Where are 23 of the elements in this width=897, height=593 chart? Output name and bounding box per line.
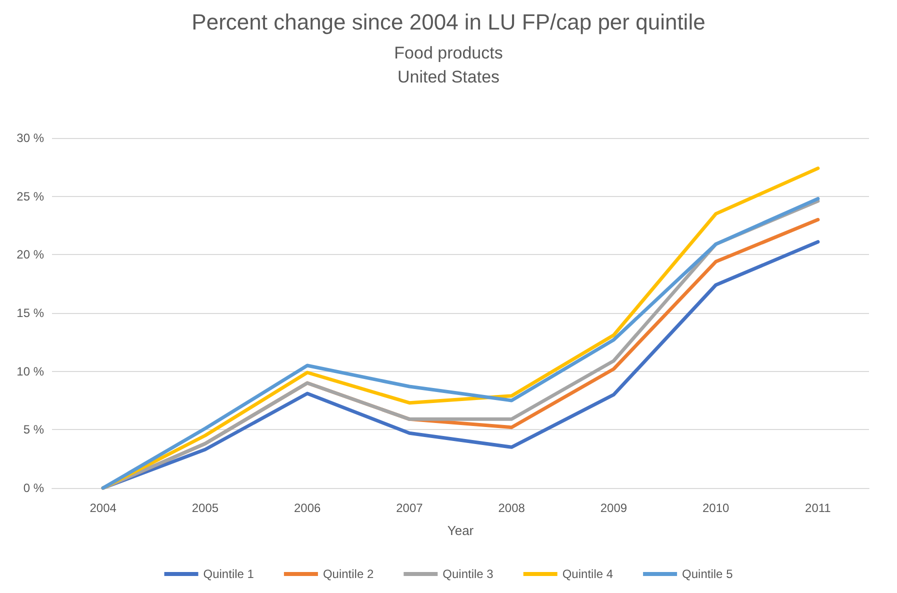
legend-label: Quintile 3 [442,567,494,581]
legend-label: Quintile 4 [562,567,614,581]
x-tick-label: 2008 [498,501,526,515]
x-axis-title: Year [447,523,474,538]
chart-title: Percent change since 2004 in LU FP/cap per quintile [192,10,706,34]
x-tick-label: 2006 [294,501,321,515]
y-tick-label: 30 % [16,131,44,145]
legend-label: Quintile 5 [682,567,734,581]
legend-label: Quintile 2 [322,567,374,581]
y-tick-label: 5 % [23,422,44,437]
x-tick-label: 2004 [90,501,117,515]
y-tick-label: 0 % [23,481,44,495]
y-tick-label: 25 % [16,189,44,204]
y-tick-label: 15 % [16,306,44,320]
legend-label: Quintile 1 [203,567,254,581]
chart-subtitle: Food products United States [394,44,503,86]
y-tick-label: 20 % [16,248,44,262]
x-tick-label: 2005 [192,501,219,515]
x-tick-label: 2011 [805,501,832,515]
x-tick-label: 2007 [396,501,424,515]
x-tick-label: 2010 [702,501,730,515]
y-tick-label: 10 % [16,364,44,378]
x-tick-label: 2009 [600,501,628,515]
